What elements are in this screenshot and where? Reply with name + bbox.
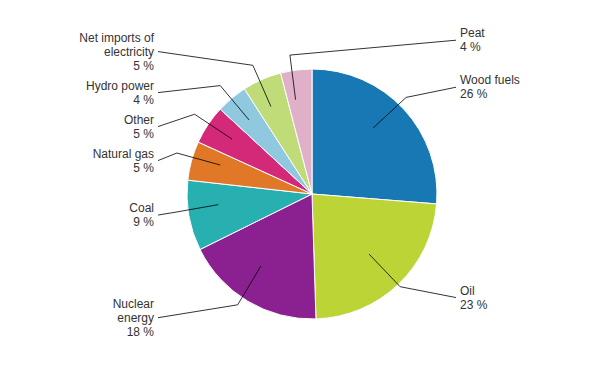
svg-text:Oil23 %: Oil23 % — [460, 284, 488, 312]
svg-text:Hydro power4 %: Hydro power4 % — [86, 79, 154, 107]
svg-text:Other5 %: Other5 % — [124, 113, 154, 141]
svg-text:Natural gas5 %: Natural gas5 % — [93, 147, 155, 175]
svg-text:Wood fuels26 %: Wood fuels26 % — [460, 73, 520, 101]
svg-text:Coal9 %: Coal9 % — [129, 201, 154, 229]
svg-text:Nuclearenergy18 %: Nuclearenergy18 % — [113, 297, 155, 339]
svg-text:Net imports ofelectricity5 %: Net imports ofelectricity5 % — [79, 31, 154, 73]
svg-text:Peat4 %: Peat4 % — [460, 26, 485, 54]
